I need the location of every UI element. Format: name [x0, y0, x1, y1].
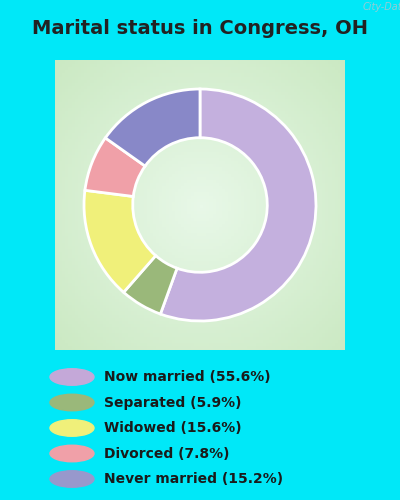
Circle shape — [50, 394, 94, 411]
Circle shape — [50, 369, 94, 385]
Text: Now married (55.6%): Now married (55.6%) — [104, 370, 271, 384]
Text: Never married (15.2%): Never married (15.2%) — [104, 472, 283, 486]
Circle shape — [50, 446, 94, 462]
Circle shape — [50, 420, 94, 436]
Wedge shape — [124, 256, 177, 314]
Wedge shape — [85, 138, 145, 196]
Text: Widowed (15.6%): Widowed (15.6%) — [104, 421, 242, 435]
Wedge shape — [84, 190, 156, 292]
Wedge shape — [105, 89, 200, 166]
Text: Separated (5.9%): Separated (5.9%) — [104, 396, 242, 409]
Circle shape — [50, 471, 94, 487]
Text: City-Data.com: City-Data.com — [362, 2, 400, 12]
Text: Marital status in Congress, OH: Marital status in Congress, OH — [32, 20, 368, 38]
Text: Divorced (7.8%): Divorced (7.8%) — [104, 446, 230, 460]
Wedge shape — [160, 89, 316, 321]
